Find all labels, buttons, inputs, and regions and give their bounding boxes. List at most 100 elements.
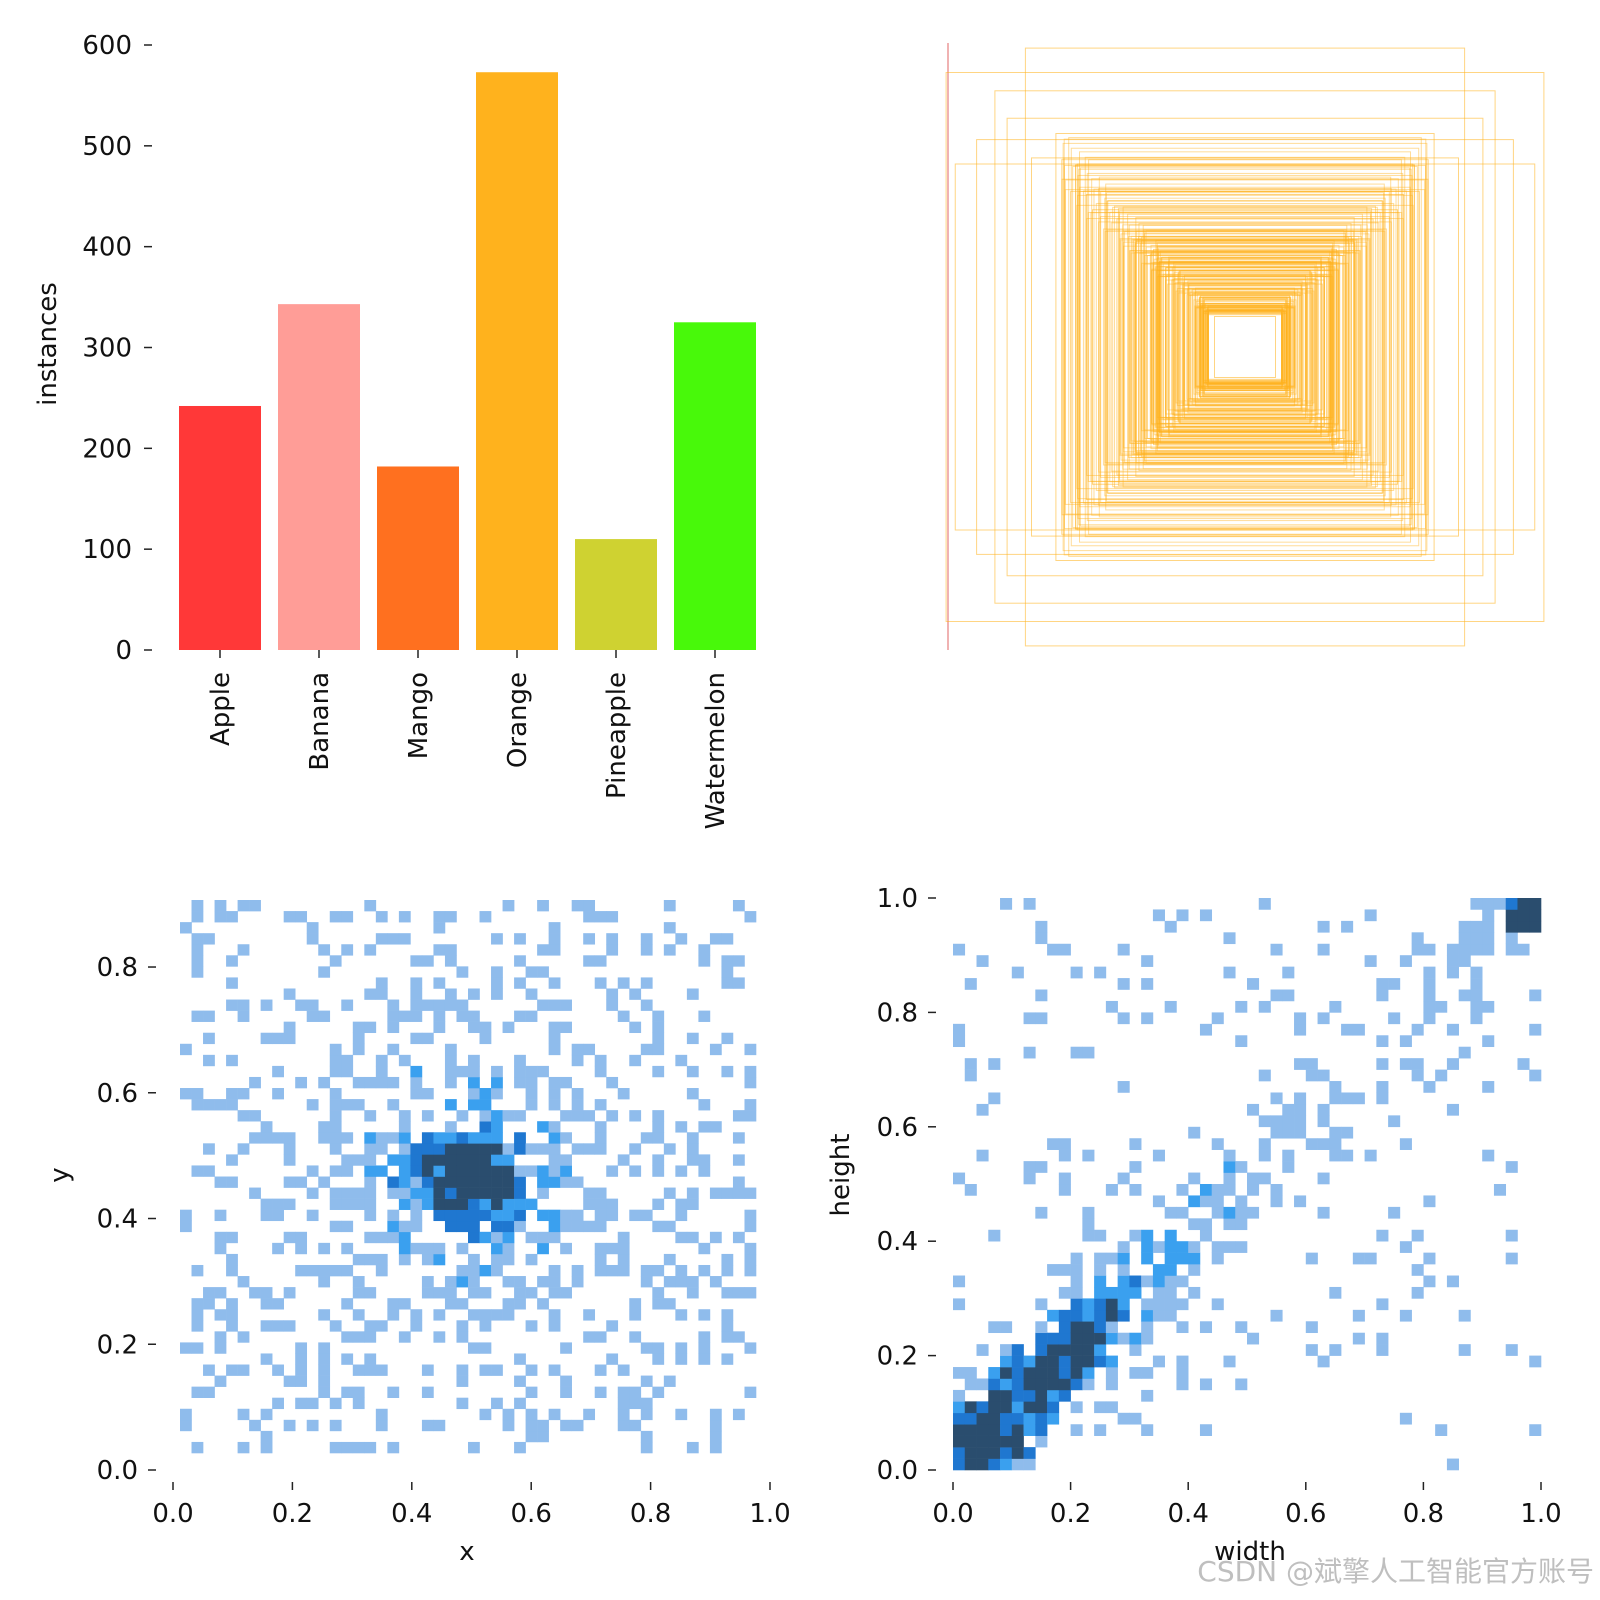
heatmap-cell: [594, 911, 607, 923]
bbox-outline: [1199, 296, 1291, 398]
heatmap-cell: [295, 1076, 308, 1089]
heatmap-cell: [1282, 1103, 1295, 1116]
heatmap-cell: [421, 1242, 434, 1255]
heatmap-xtick-label: 0.6: [1285, 1499, 1326, 1529]
heatmap-cell: [1094, 1229, 1107, 1242]
heatmap-cell: [1482, 1035, 1495, 1048]
heatmap-cell: [976, 955, 989, 967]
heatmap-cell: [191, 1165, 204, 1177]
heatmap-cell: [502, 1154, 515, 1166]
heatmap-cell: [964, 1435, 977, 1448]
bbox-outline: [1144, 254, 1346, 440]
bbox-outline: [1031, 157, 1459, 537]
heatmap-cell: [583, 955, 596, 967]
heatmap-cell: [387, 1021, 400, 1034]
heatmap-cell: [686, 1132, 699, 1144]
bbox-outline: [1129, 250, 1361, 444]
heatmap-cell: [652, 1121, 665, 1133]
heatmap-cell: [1070, 1344, 1083, 1356]
heatmap-cell: [341, 1154, 354, 1166]
heatmap-cell: [1470, 966, 1483, 979]
bbox-outline: [1207, 314, 1283, 380]
heatmap-cell: [732, 1187, 745, 1199]
heatmap-cell: [387, 1043, 400, 1056]
heatmap-cell: [640, 1132, 653, 1144]
heatmap-cell: [721, 955, 734, 967]
heatmap-cell: [1270, 1309, 1283, 1322]
bbox-outline: [1205, 309, 1285, 385]
heatmap-cell: [1176, 1184, 1189, 1196]
heatmap-cell: [502, 1143, 515, 1155]
heatmap-cell: [698, 1309, 711, 1321]
heatmap-cell: [652, 1043, 665, 1056]
heatmap-cell: [1023, 1012, 1036, 1025]
heatmap-cell: [1529, 920, 1542, 933]
heatmap-cell: [606, 988, 619, 1000]
heatmap-cell: [1435, 1000, 1448, 1013]
heatmap-cell: [249, 1287, 261, 1299]
bbox-outline: [1086, 218, 1404, 476]
bbox-outline: [1203, 312, 1287, 382]
bbox-outline: [1177, 271, 1313, 423]
heatmap-cell: [491, 1198, 503, 1210]
heatmap-cell: [410, 1010, 423, 1022]
heatmap-cell: [260, 1430, 273, 1443]
heatmap-cell: [468, 1220, 480, 1233]
heatmap-cell: [1258, 1149, 1271, 1162]
heatmap-cell: [606, 1264, 619, 1277]
heatmap-cell: [226, 1364, 238, 1376]
bbox-outline: [1149, 253, 1341, 441]
heatmap-cell: [1211, 1298, 1224, 1311]
heatmap-cell: [1164, 1275, 1177, 1288]
heatmap-cell: [525, 1253, 538, 1266]
heatmap-cell: [988, 1401, 1001, 1414]
heatmap-cell: [1235, 1321, 1248, 1334]
heatmap-cell: [180, 1419, 192, 1432]
heatmap-cell: [629, 1309, 642, 1321]
heatmap-cell: [444, 1176, 457, 1188]
heatmap-cell: [1000, 1401, 1013, 1414]
heatmap-cell: [1082, 1321, 1095, 1334]
heatmap-cell: [318, 1176, 331, 1188]
bbox-outline: [1207, 309, 1283, 385]
heatmap-cell: [329, 1165, 342, 1177]
heatmap-cell: [663, 1187, 676, 1199]
bbox-outline: [1061, 178, 1429, 516]
heatmap-cell: [1446, 1103, 1459, 1116]
heatmap-cell: [491, 1309, 503, 1321]
heatmap-cell: [456, 1165, 469, 1177]
heatmap-cell: [721, 1320, 734, 1332]
heatmap-cell: [203, 1298, 215, 1310]
heatmap-cell: [525, 1430, 538, 1443]
heatmap-cell: [1094, 966, 1107, 979]
heatmap-cell: [652, 1353, 665, 1365]
heatmap-cell: [732, 1231, 745, 1244]
heatmap-cell: [1070, 1286, 1083, 1299]
heatmap-cell: [594, 1198, 607, 1210]
heatmap-cell: [468, 1198, 480, 1210]
heatmap-cell: [283, 1032, 296, 1045]
bbox-outline: [1162, 263, 1328, 431]
bbox-outline: [1159, 261, 1331, 433]
heatmap-cell: [629, 1110, 642, 1122]
heatmap-cell: [433, 922, 446, 934]
heatmap-ytick-label: 0.8: [877, 998, 918, 1028]
heatmap-cell: [1329, 1092, 1342, 1105]
heatmap-cell: [1411, 1023, 1424, 1036]
heatmap-cell: [606, 1209, 619, 1222]
heatmap-cell: [364, 1076, 377, 1089]
heatmap-cell: [1376, 1229, 1389, 1242]
heatmap-cell: [560, 1242, 572, 1255]
heatmap-cell: [1082, 1206, 1095, 1219]
heatmap-cell: [1317, 920, 1330, 933]
heatmap-cell: [1141, 1332, 1154, 1345]
heatmap-cell: [341, 1353, 354, 1365]
heatmap-cell: [226, 1154, 238, 1166]
bbox-outline: [1079, 186, 1411, 508]
heatmap-cell: [1317, 1012, 1330, 1025]
heatmap-cell: [1176, 909, 1189, 922]
heatmap-cell: [249, 1110, 261, 1122]
heatmap-cell: [1282, 1149, 1295, 1162]
heatmap-cell: [698, 1099, 711, 1111]
heatmap-cell: [1341, 1149, 1354, 1162]
